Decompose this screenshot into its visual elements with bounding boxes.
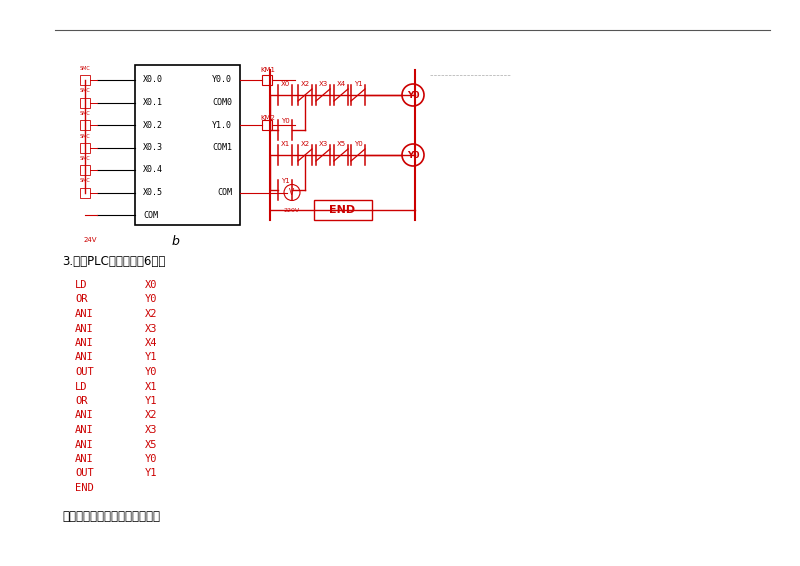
Text: X0: X0 bbox=[145, 280, 158, 290]
Text: ANI: ANI bbox=[75, 454, 94, 464]
Text: Y1.0: Y1.0 bbox=[212, 121, 232, 130]
Text: SMC: SMC bbox=[80, 134, 90, 139]
Bar bbox=[80, 97, 90, 108]
Text: X3: X3 bbox=[145, 425, 158, 435]
Bar bbox=[135, 65, 240, 225]
Text: SMC: SMC bbox=[80, 66, 90, 71]
Bar bbox=[80, 120, 90, 130]
Text: Y0: Y0 bbox=[406, 91, 419, 100]
Text: SMC: SMC bbox=[80, 88, 90, 93]
Text: SMC: SMC bbox=[80, 111, 90, 116]
Bar bbox=[80, 165, 90, 175]
Text: KM2: KM2 bbox=[260, 115, 275, 121]
Circle shape bbox=[284, 185, 300, 200]
Text: X0.0: X0.0 bbox=[143, 75, 163, 84]
Text: X0.3: X0.3 bbox=[143, 143, 163, 152]
Text: LD: LD bbox=[75, 381, 87, 392]
Text: LD: LD bbox=[75, 280, 87, 290]
Text: SMC: SMC bbox=[80, 178, 90, 183]
Text: Y1: Y1 bbox=[145, 353, 158, 362]
Circle shape bbox=[402, 84, 424, 106]
Text: COM0: COM0 bbox=[212, 98, 232, 107]
Text: X3: X3 bbox=[318, 81, 328, 87]
Bar bbox=[80, 143, 90, 152]
Text: 3.编写PLC指令程序（6分）: 3.编写PLC指令程序（6分） bbox=[62, 255, 166, 268]
Text: X2: X2 bbox=[145, 410, 158, 421]
Text: Y1: Y1 bbox=[145, 396, 158, 406]
Text: Y0: Y0 bbox=[281, 118, 290, 124]
Text: KM1: KM1 bbox=[260, 67, 275, 73]
Text: Y0: Y0 bbox=[145, 367, 158, 377]
Text: OUT: OUT bbox=[75, 469, 94, 478]
Text: ANI: ANI bbox=[75, 309, 94, 319]
Bar bbox=[262, 120, 272, 130]
Text: Y1: Y1 bbox=[281, 178, 290, 184]
Text: OR: OR bbox=[75, 294, 87, 305]
Text: END: END bbox=[330, 205, 355, 215]
Bar bbox=[80, 187, 90, 198]
Text: Y1: Y1 bbox=[354, 81, 362, 87]
Text: X1: X1 bbox=[280, 141, 290, 147]
Text: COM: COM bbox=[217, 188, 232, 197]
Text: X0.5: X0.5 bbox=[143, 188, 163, 197]
Text: SMC: SMC bbox=[80, 156, 90, 161]
Text: V: V bbox=[290, 188, 294, 197]
FancyBboxPatch shape bbox=[314, 200, 371, 220]
Text: Y0: Y0 bbox=[145, 294, 158, 305]
Text: OR: OR bbox=[75, 396, 87, 406]
Text: X4: X4 bbox=[145, 338, 158, 348]
Text: OUT: OUT bbox=[75, 367, 94, 377]
Text: COM1: COM1 bbox=[212, 143, 232, 152]
Bar bbox=[262, 75, 272, 85]
Text: X0: X0 bbox=[280, 81, 290, 87]
Text: X0.2: X0.2 bbox=[143, 121, 163, 130]
Text: b: b bbox=[171, 235, 179, 248]
Text: Y0: Y0 bbox=[406, 151, 419, 160]
Text: ANI: ANI bbox=[75, 353, 94, 362]
Text: COM: COM bbox=[143, 211, 158, 220]
Text: 24V: 24V bbox=[83, 237, 97, 243]
Text: X5: X5 bbox=[145, 440, 158, 449]
Text: ANI: ANI bbox=[75, 410, 94, 421]
Circle shape bbox=[402, 144, 424, 166]
Text: 220V: 220V bbox=[284, 208, 300, 212]
Text: X3: X3 bbox=[318, 141, 328, 147]
Text: 草稿纸部分（请不撕下，保留）: 草稿纸部分（请不撕下，保留） bbox=[62, 510, 160, 523]
Text: X2: X2 bbox=[301, 141, 310, 147]
Text: ANI: ANI bbox=[75, 324, 94, 333]
Text: X2: X2 bbox=[301, 81, 310, 87]
Text: ANI: ANI bbox=[75, 338, 94, 348]
Text: X2: X2 bbox=[145, 309, 158, 319]
Text: X0.1: X0.1 bbox=[143, 98, 163, 107]
Text: Y0: Y0 bbox=[145, 454, 158, 464]
Text: X4: X4 bbox=[337, 81, 346, 87]
Text: X0.4: X0.4 bbox=[143, 165, 163, 174]
Text: END: END bbox=[75, 483, 94, 493]
Text: X5: X5 bbox=[337, 141, 346, 147]
Text: X1: X1 bbox=[145, 381, 158, 392]
Text: Y0.0: Y0.0 bbox=[212, 75, 232, 84]
Text: ANI: ANI bbox=[75, 440, 94, 449]
Text: ANI: ANI bbox=[75, 425, 94, 435]
Text: Y1: Y1 bbox=[145, 469, 158, 478]
Text: Y0: Y0 bbox=[354, 141, 362, 147]
Text: X3: X3 bbox=[145, 324, 158, 333]
Bar bbox=[80, 75, 90, 85]
